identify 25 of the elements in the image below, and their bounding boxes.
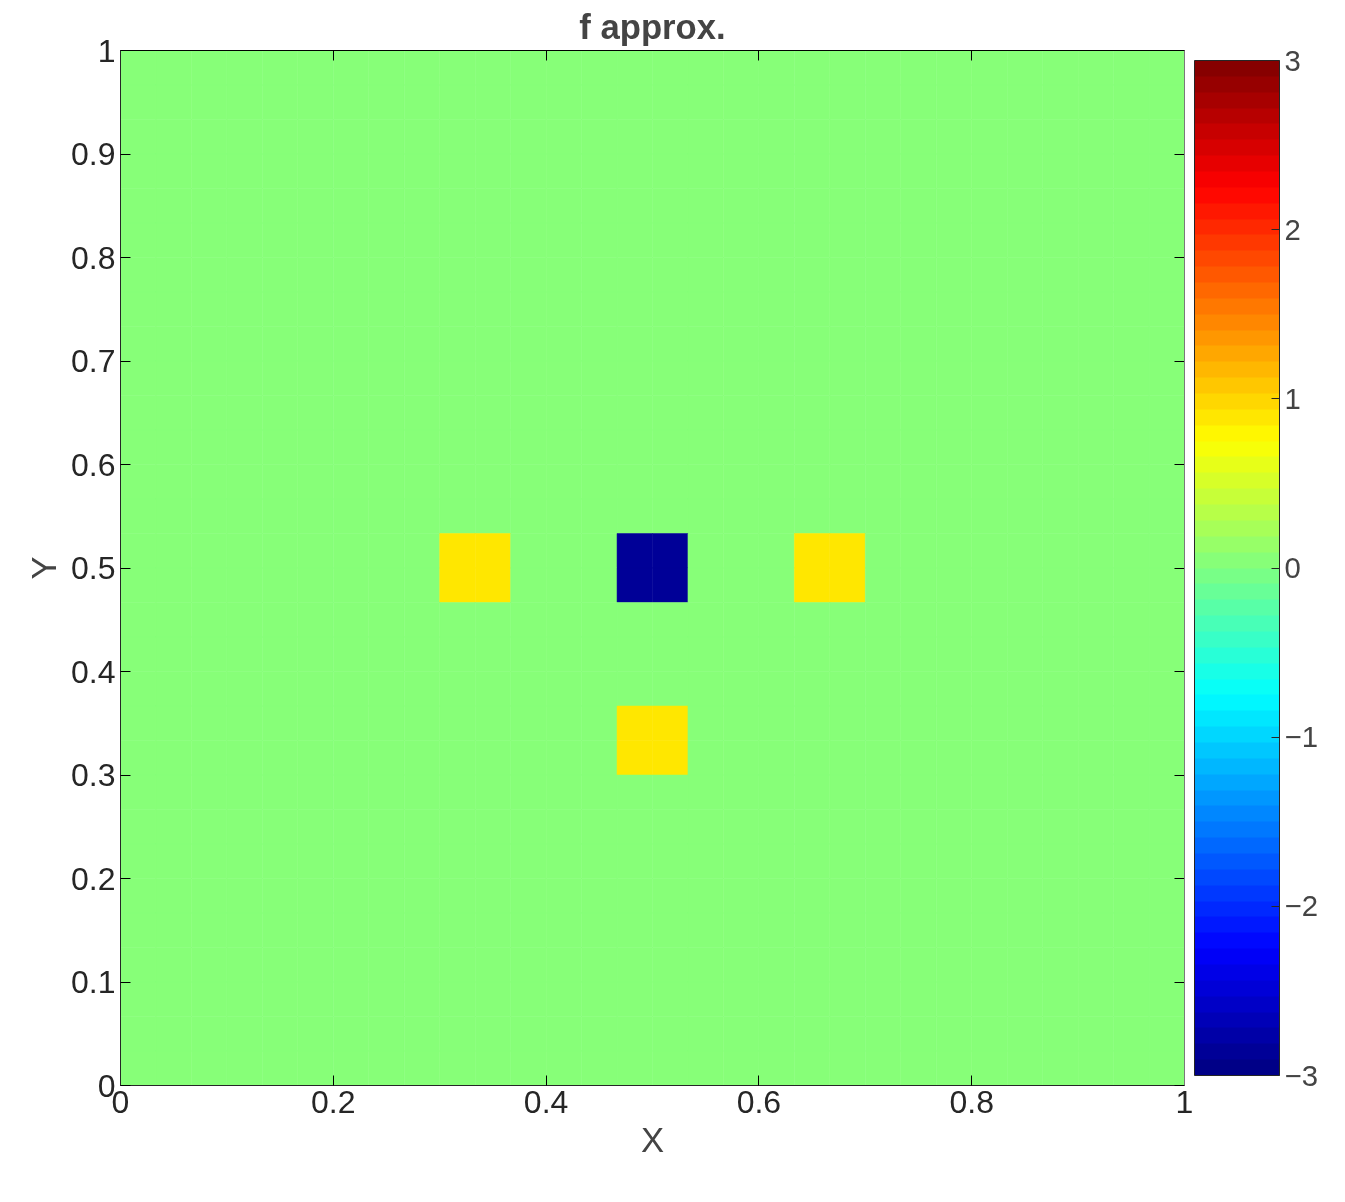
color-bar-label: −3 bbox=[1284, 1058, 1318, 1092]
color-bar-label: −2 bbox=[1284, 889, 1318, 923]
y-tick-label: 0.2 bbox=[71, 860, 116, 897]
y-tick-label: 0.9 bbox=[71, 136, 116, 172]
y-tick-label: 0.8 bbox=[71, 239, 116, 276]
y-tick-label: 0.1 bbox=[71, 964, 116, 1000]
x-axis-title: X bbox=[640, 1120, 665, 1159]
color-bar-label: 0 bbox=[1284, 551, 1301, 584]
color-bar-label: −1 bbox=[1284, 720, 1318, 754]
chart-title: f approx. bbox=[579, 7, 726, 46]
x-tick-label: 0.6 bbox=[736, 1083, 782, 1120]
y-tick-label: 0.3 bbox=[71, 757, 116, 793]
y-tick-label: 1 bbox=[97, 32, 116, 69]
y-tick-label: 0.7 bbox=[71, 343, 116, 379]
y-tick-label: 0.5 bbox=[71, 550, 116, 586]
color-bar-label: 3 bbox=[1284, 43, 1301, 77]
x-tick-label: 0.8 bbox=[949, 1083, 994, 1120]
color-bar-label: 1 bbox=[1284, 381, 1301, 415]
x-tick-label: 0.4 bbox=[523, 1083, 569, 1120]
y-tick-label: 0.4 bbox=[71, 653, 116, 690]
x-tick-label: 0.2 bbox=[311, 1083, 356, 1120]
y-axis-title: Y bbox=[25, 556, 64, 580]
color-bar-label: 2 bbox=[1284, 212, 1301, 246]
y-tick-label: 0.6 bbox=[71, 446, 116, 483]
x-tick-label: 1 bbox=[1175, 1083, 1194, 1120]
